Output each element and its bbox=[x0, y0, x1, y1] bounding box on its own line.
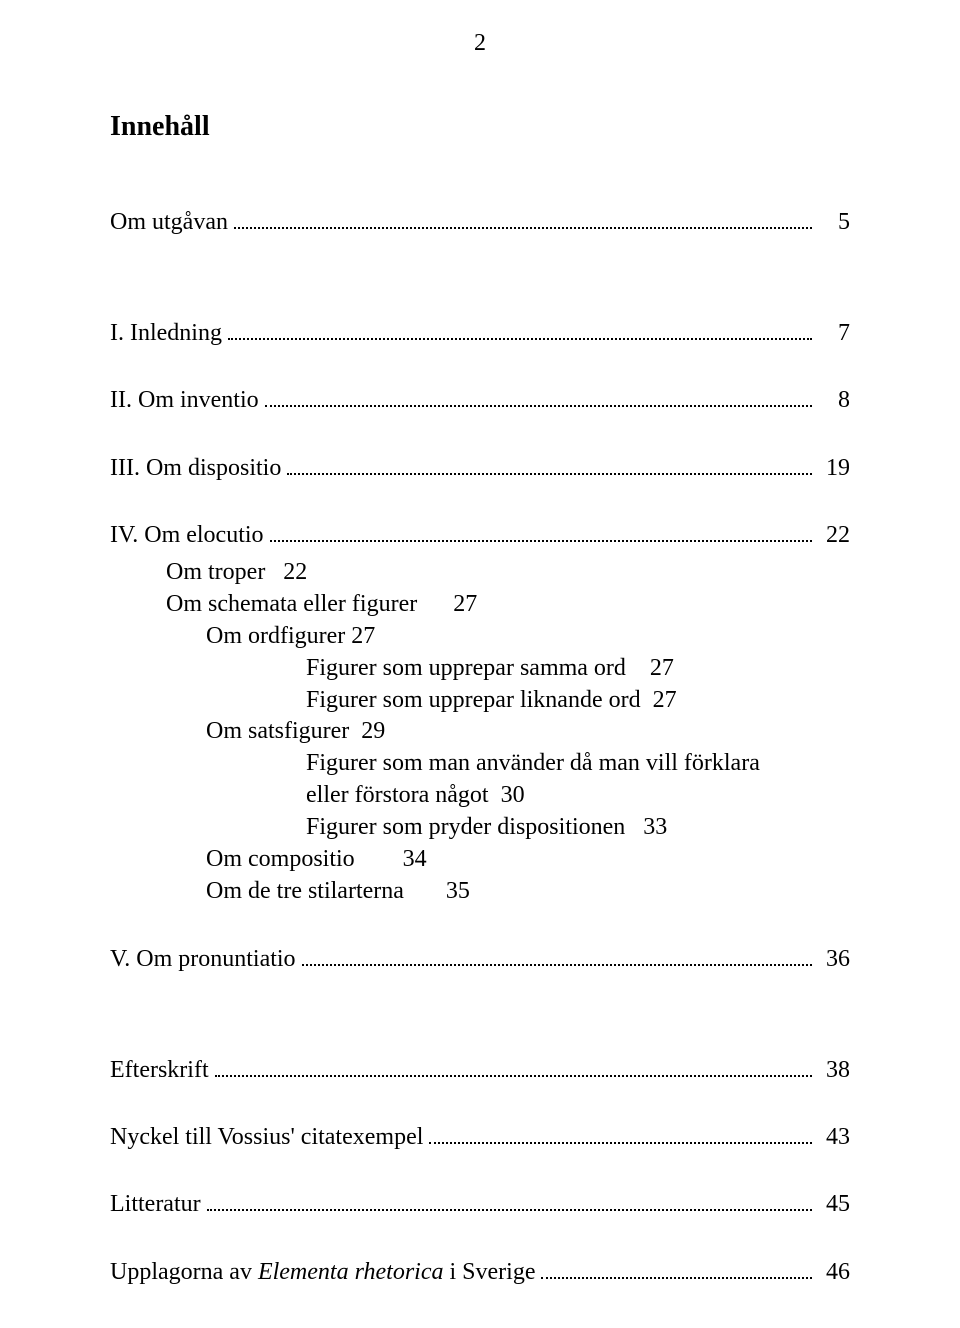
leader-dots bbox=[541, 1277, 812, 1279]
toc-label: II. Om inventio bbox=[110, 385, 259, 416]
toc-label: Litteratur bbox=[110, 1189, 201, 1220]
toc-entry: Nyckel till Vossius' citatexempel 43 bbox=[110, 1122, 850, 1153]
toc-subentry: Om compositio 34 bbox=[110, 844, 850, 876]
leader-dots bbox=[228, 338, 812, 340]
leader-dots bbox=[265, 405, 812, 407]
toc-entry: Om utgåvan 5 bbox=[110, 207, 850, 238]
toc-page: 43 bbox=[818, 1122, 850, 1153]
toc-entry: Efterskrift 38 bbox=[110, 1055, 850, 1086]
toc-page: 45 bbox=[818, 1189, 850, 1220]
leader-dots bbox=[215, 1075, 812, 1077]
toc-label: I. Inledning bbox=[110, 318, 222, 349]
toc-subentry: Om troper 22 bbox=[110, 557, 850, 589]
toc-page: 7 bbox=[818, 318, 850, 349]
toc-label: Upplagorna av Elementa rhetorica i Sveri… bbox=[110, 1257, 535, 1288]
toc-label: Efterskrift bbox=[110, 1055, 209, 1086]
toc-entry: Upplagorna av Elementa rhetorica i Sveri… bbox=[110, 1257, 850, 1288]
toc-subentry: Om schemata eller figurer 27 bbox=[110, 589, 850, 621]
toc-subentries: Om troper 22 Om schemata eller figurer 2… bbox=[110, 557, 850, 908]
toc-entry: V. Om pronuntiatio 36 bbox=[110, 944, 850, 975]
toc-page: 46 bbox=[818, 1257, 850, 1288]
toc-label-italic: Elementa rhetorica bbox=[258, 1259, 444, 1285]
toc-entry: III. Om dispositio 19 bbox=[110, 453, 850, 484]
toc-entry: II. Om inventio 8 bbox=[110, 385, 850, 416]
leader-dots bbox=[270, 540, 812, 542]
toc-page: 22 bbox=[818, 520, 850, 551]
toc-page: 8 bbox=[818, 385, 850, 416]
toc-heading: Innehåll bbox=[110, 111, 850, 143]
toc-subentry: Om de tre stilarterna 35 bbox=[110, 876, 850, 908]
toc-entry: I. Inledning 7 bbox=[110, 318, 850, 349]
toc-page: 38 bbox=[818, 1055, 850, 1086]
toc-label: Om utgåvan bbox=[110, 207, 228, 238]
spacer bbox=[110, 274, 850, 318]
toc-label: III. Om dispositio bbox=[110, 453, 281, 484]
page-number: 2 bbox=[110, 30, 850, 57]
toc-label-suffix: i Sverige bbox=[443, 1259, 535, 1285]
spacer bbox=[110, 1011, 850, 1055]
toc-subentry: Figurer som pryder dispositionen 33 bbox=[110, 812, 850, 844]
toc-subentry: eller förstora något 30 bbox=[110, 780, 850, 812]
toc-subentry: Figurer som upprepar liknande ord 27 bbox=[110, 685, 850, 717]
toc-page: 36 bbox=[818, 944, 850, 975]
toc-page: 19 bbox=[818, 453, 850, 484]
toc-label: V. Om pronuntiatio bbox=[110, 944, 296, 975]
toc-label: IV. Om elocutio bbox=[110, 520, 264, 551]
leader-dots bbox=[429, 1142, 812, 1144]
toc-entry: Litteratur 45 bbox=[110, 1189, 850, 1220]
toc-subentry: Om satsfigurer 29 bbox=[110, 716, 850, 748]
toc-label-prefix: Upplagorna av bbox=[110, 1259, 258, 1285]
toc-subentry: Figurer som upprepar samma ord 27 bbox=[110, 653, 850, 685]
toc-entry: IV. Om elocutio 22 bbox=[110, 520, 850, 551]
toc-subentry: Figurer som man använder då man vill för… bbox=[110, 748, 850, 780]
leader-dots bbox=[207, 1209, 812, 1211]
document-page: 2 Innehåll Om utgåvan 5 I. Inledning 7 I… bbox=[0, 0, 960, 1328]
leader-dots bbox=[287, 473, 812, 475]
toc-label: Nyckel till Vossius' citatexempel bbox=[110, 1122, 423, 1153]
leader-dots bbox=[302, 964, 812, 966]
toc-subentry: Om ordfigurer 27 bbox=[110, 621, 850, 653]
toc-page: 5 bbox=[818, 207, 850, 238]
leader-dots bbox=[234, 227, 812, 229]
